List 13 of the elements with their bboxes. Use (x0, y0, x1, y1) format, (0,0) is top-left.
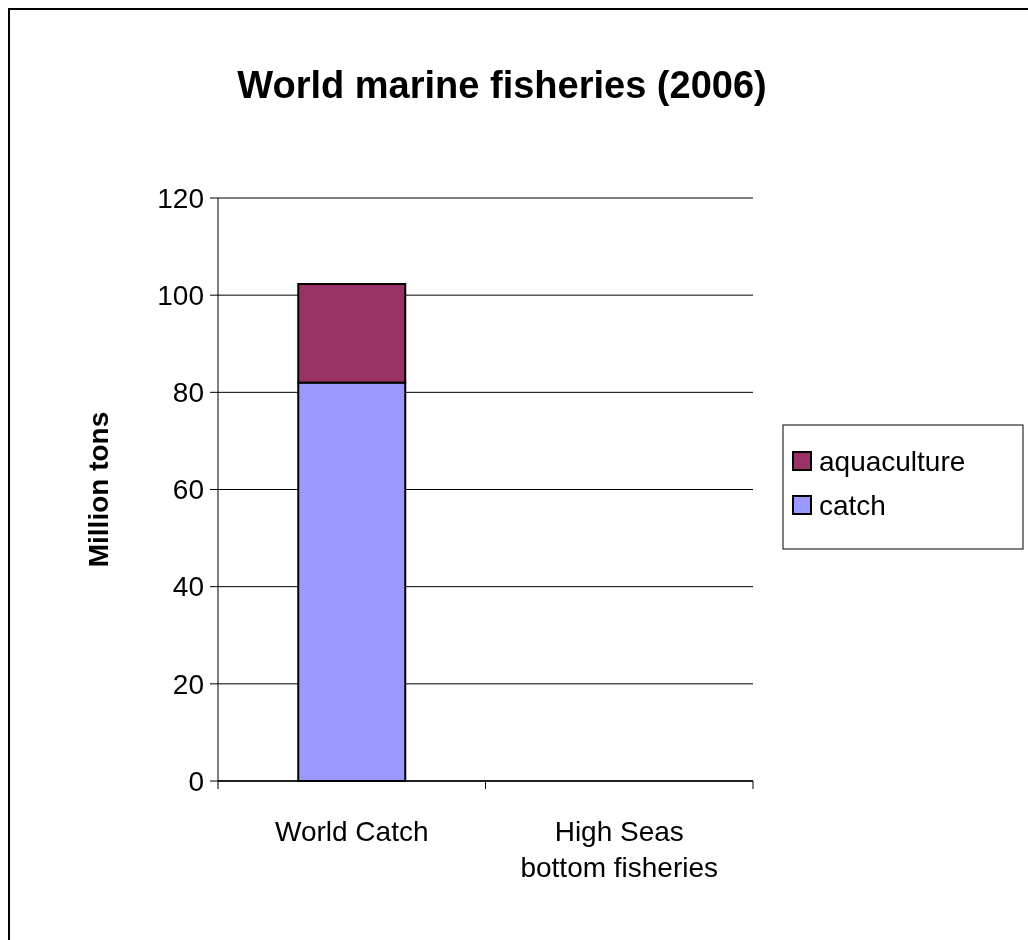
y-axis-title: Million tons (83, 411, 114, 568)
y-tick-label: 20 (172, 668, 204, 700)
y-tick-label: 80 (172, 377, 204, 409)
y-tick-label: 0 (188, 765, 204, 797)
y-tick-label: 120 (157, 182, 204, 214)
x-tick-label: World Catch (274, 816, 429, 847)
chart-title: World marine fisheries (2006) (237, 64, 767, 106)
legend-label: aquaculture (819, 445, 966, 477)
legend-label: catch (819, 489, 886, 521)
y-tick-label: 100 (157, 279, 204, 311)
y-tick-label: 60 (172, 474, 204, 506)
x-tick-label: High Seas bottom fisheries (520, 816, 719, 883)
y-tick-label: 40 (172, 571, 204, 603)
